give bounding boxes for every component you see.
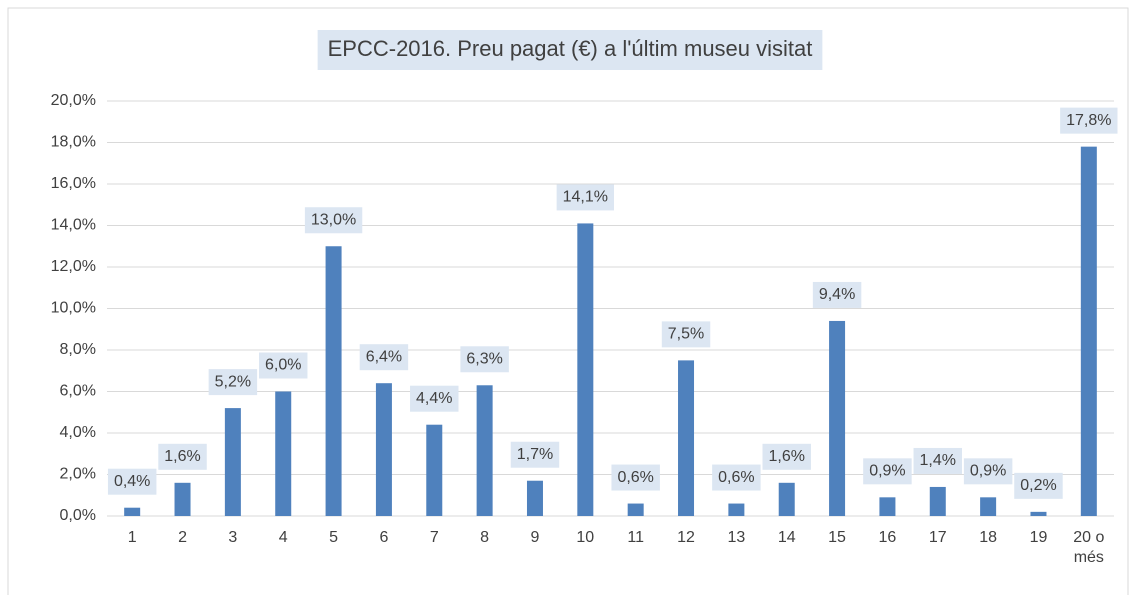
- data-label-box: [208, 369, 258, 396]
- data-label-box: [863, 458, 912, 485]
- data-label-box: [359, 344, 409, 371]
- y-tick-label: 12,0%: [51, 258, 96, 275]
- x-tick-label: 9: [530, 529, 540, 546]
- data-label-box: [812, 281, 862, 308]
- x-tick-label: 11: [627, 529, 644, 546]
- data-label: 0,2%: [1020, 477, 1056, 494]
- data-label: 4,4%: [416, 390, 452, 407]
- data-label-box: [611, 464, 660, 491]
- y-tick-label: 6,0%: [60, 383, 96, 400]
- data-label: 6,4%: [366, 348, 402, 365]
- y-tick-label: 10,0%: [51, 300, 96, 317]
- data-label: 6,0%: [265, 357, 301, 374]
- bar: [124, 507, 141, 516]
- data-label: 0,4%: [114, 473, 150, 490]
- y-tick-label: 0,0%: [60, 507, 96, 524]
- x-tick-label: 20 o més: [1073, 529, 1105, 566]
- bar: [526, 480, 543, 516]
- bar: [1080, 146, 1097, 516]
- chart-title: EPCC-2016. Preu pagat (€) a l'últim muse…: [328, 36, 813, 61]
- data-label-box: [304, 207, 363, 234]
- x-tick-label: 16: [878, 529, 897, 546]
- x-tick-label: 2: [178, 529, 187, 546]
- bar: [929, 486, 946, 516]
- data-label-box: [410, 385, 459, 412]
- data-label: 1,4%: [920, 452, 956, 469]
- bar: [174, 482, 191, 516]
- data-label: 17,8%: [1066, 112, 1111, 129]
- data-label-box: [661, 321, 711, 348]
- data-label-box: [510, 441, 560, 468]
- data-label: 0,9%: [869, 463, 905, 480]
- bar: [224, 408, 241, 516]
- bar: [577, 223, 594, 517]
- bar: [1030, 511, 1047, 516]
- x-tick-label: 8: [480, 529, 490, 546]
- data-label-box: [556, 184, 615, 211]
- data-label: 1,7%: [517, 446, 553, 463]
- chart-border: [7, 7, 1129, 595]
- x-tick-label: 18: [979, 529, 998, 546]
- x-tick-label: 19: [1029, 529, 1048, 546]
- data-label: 6,3%: [466, 350, 502, 367]
- bar: [980, 497, 997, 516]
- data-label: 0,6%: [718, 469, 754, 486]
- bar: [476, 385, 493, 516]
- bar: [627, 503, 644, 516]
- x-tick-label: 5: [329, 529, 339, 546]
- bar: [275, 391, 292, 516]
- bar: [426, 424, 443, 516]
- bar: [728, 503, 745, 516]
- x-tick-label: 10: [576, 529, 595, 546]
- y-tick-label: 14,0%: [51, 217, 96, 234]
- data-label-box: [712, 464, 761, 491]
- bar: [325, 246, 342, 516]
- data-label: 0,9%: [970, 463, 1006, 480]
- data-label: 1,6%: [164, 448, 200, 465]
- data-label-box: [158, 443, 207, 470]
- y-tick-label: 18,0%: [51, 134, 96, 151]
- data-label-box: [258, 352, 308, 379]
- bar: [375, 383, 392, 516]
- x-tick-label: 17: [928, 529, 947, 546]
- data-label: 0,6%: [617, 469, 653, 486]
- x-tick-label: 6: [379, 529, 389, 546]
- x-tick-label: 15: [828, 529, 846, 546]
- data-label-box: [963, 458, 1013, 485]
- y-tick-label: 20,0%: [51, 92, 96, 109]
- x-tick-label: 12: [677, 529, 695, 546]
- title-box: [317, 30, 823, 70]
- data-label: 9,4%: [819, 286, 855, 303]
- y-tick-label: 4,0%: [60, 424, 96, 441]
- data-label-box: [107, 468, 157, 495]
- x-tick-label: 14: [777, 529, 796, 546]
- bar: [778, 482, 795, 516]
- data-label: 1,6%: [768, 448, 804, 465]
- data-label-box: [1014, 472, 1063, 499]
- bar: [879, 497, 896, 516]
- x-tick-label: 1: [127, 529, 137, 546]
- data-label: 13,0%: [311, 211, 356, 228]
- x-tick-label: 4: [278, 529, 288, 546]
- y-tick-label: 8,0%: [60, 341, 96, 358]
- data-label-box: [913, 447, 963, 474]
- data-label-box: [762, 443, 811, 470]
- x-tick-label: 13: [727, 529, 746, 546]
- bar: [829, 320, 846, 516]
- x-tick-label: 7: [429, 529, 439, 546]
- data-label: 7,5%: [668, 326, 704, 343]
- x-tick-label: 3: [228, 529, 238, 546]
- y-tick-label: 16,0%: [51, 175, 96, 192]
- bar: [678, 360, 695, 516]
- data-label-box: [1060, 107, 1118, 134]
- data-label: 5,2%: [215, 373, 251, 390]
- data-label: 14,1%: [563, 189, 608, 206]
- y-tick-label: 2,0%: [60, 466, 96, 483]
- data-label-box: [460, 346, 509, 373]
